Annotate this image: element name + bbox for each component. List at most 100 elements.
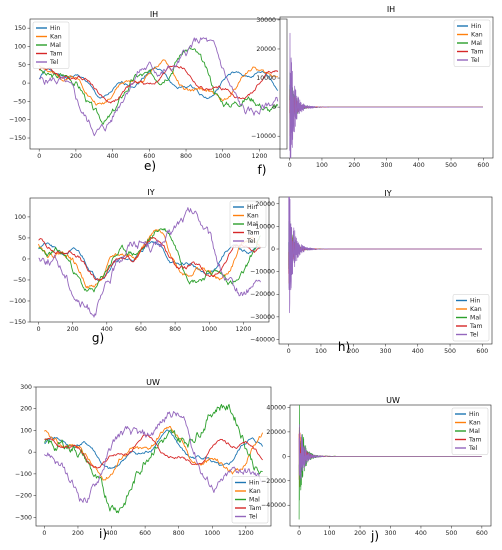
series-line-hin	[288, 230, 482, 273]
x-tick-label: 800	[180, 153, 192, 160]
series-line-tam	[38, 237, 261, 281]
panel-title: IY	[384, 189, 391, 198]
panel-label: f)	[258, 163, 267, 177]
x-tick-label: 300	[381, 162, 393, 169]
x-tick-label: 300	[380, 348, 392, 355]
x-tick-label: 600	[476, 348, 488, 355]
x-tick-label: 500	[446, 530, 458, 537]
y-tick-label: −150	[9, 319, 26, 326]
x-tick-label: 400	[101, 326, 113, 333]
legend-label: Kan	[470, 306, 482, 313]
y-tick-label: 20000	[256, 46, 276, 53]
x-tick-label: 200	[70, 153, 82, 160]
panel-label: h)	[338, 340, 350, 354]
panel-f: IH 0 100 200 300 400 500 600 −10000 0 10000 20000 3…	[251, 5, 494, 177]
series-line-tam	[38, 65, 279, 104]
x-tick-label: 200	[72, 530, 84, 537]
legend-label: Kan	[247, 213, 259, 220]
y-tick-label: −50	[13, 277, 26, 284]
series-line-tel	[39, 37, 279, 137]
series-line-hin	[38, 240, 261, 282]
series-line-kan	[38, 59, 279, 106]
y-tick-label: −10000	[251, 133, 276, 140]
legend-label: Hin	[471, 23, 481, 30]
panel-label: j)	[370, 529, 379, 543]
series-line-tel	[289, 32, 483, 158]
y-tick-label: −100	[9, 117, 26, 124]
series-line-tel	[288, 197, 482, 314]
y-tick-label: 10000	[255, 223, 275, 230]
panel-title: IH	[150, 10, 158, 19]
panel-title: IH	[387, 5, 395, 14]
y-tick-label: 20000	[266, 429, 286, 436]
axes-frame	[29, 197, 270, 323]
y-tick-label: −200	[15, 493, 32, 500]
series-line-mal	[38, 46, 279, 125]
x-tick-label: 1200	[238, 530, 254, 537]
y-tick-label: −50	[13, 98, 26, 105]
y-tick-label: 100	[14, 43, 26, 50]
x-tick-label: 0	[37, 326, 41, 333]
panel-title: UW	[146, 378, 160, 387]
legend-label: Tel	[248, 514, 258, 521]
series-line-kan	[44, 425, 264, 481]
y-tick-label: 0	[28, 449, 32, 456]
plot-area-i: 0 200 400 600 800 1000 1200 −300 −200 −100 0 100 200…	[15, 384, 272, 537]
x-tick-label: 600	[135, 326, 147, 333]
y-tick-label: 0	[271, 246, 275, 253]
y-tick-label: 100	[20, 427, 32, 434]
y-tick-label: 150	[14, 25, 26, 32]
legend-label: Hin	[249, 480, 259, 487]
y-tick-label: −40000	[250, 336, 275, 343]
series-line-mal	[289, 72, 483, 139]
legend-label: Hin	[50, 25, 60, 32]
legend-label: Kan	[249, 488, 261, 495]
series-line-mal	[38, 228, 261, 293]
series-line-kan	[38, 229, 261, 289]
series-line-tam	[44, 434, 263, 469]
legend-label: Mal	[469, 428, 480, 435]
y-tick-label: −30000	[250, 314, 275, 321]
x-tick-label: 500	[444, 348, 456, 355]
plot-area-e: 0 200 400 600 800 1000 1200 −150 −100 −50 0 50 100 15…	[9, 18, 288, 160]
series-line-tam	[288, 219, 482, 278]
x-tick-label: 600	[139, 530, 151, 537]
y-tick-label: −10000	[250, 269, 275, 276]
series-line-kan	[288, 226, 482, 284]
x-tick-label: 0	[287, 348, 291, 355]
y-tick-label: 100	[14, 214, 26, 221]
y-tick-label: 0	[22, 80, 26, 87]
plot-area-g: 0 200 400 600 800 1000 1200 −150 −100 −50 0 50 100 Hi…	[9, 197, 270, 333]
y-tick-label: −40000	[261, 502, 286, 509]
legend-label: Mal	[249, 497, 260, 504]
series-line-mal	[44, 403, 263, 514]
series-line-tel	[44, 411, 263, 503]
legend-label: Mal	[247, 221, 258, 228]
x-tick-label: 0	[42, 530, 46, 537]
series-line-hin	[289, 84, 483, 128]
y-tick-label: −20000	[250, 291, 275, 298]
x-tick-label: 0	[37, 153, 41, 160]
panel-label: e)	[144, 159, 156, 173]
x-tick-label: 200	[67, 326, 79, 333]
x-tick-label: 100	[324, 530, 336, 537]
legend-label: Tel	[49, 59, 59, 66]
series-line-hin	[38, 66, 279, 100]
x-tick-label: 0	[288, 162, 292, 169]
panel-h: IY 0 100 200 300 400 500 600 −40000 −30000 −20000…	[250, 189, 493, 355]
x-tick-label: 100	[316, 162, 328, 169]
legend-label: Mal	[471, 40, 482, 47]
series-line-tel	[298, 424, 482, 481]
legend-label: Tam	[469, 323, 483, 330]
y-tick-label: 0	[282, 453, 286, 460]
x-tick-label: 400	[412, 348, 424, 355]
legend-label: Mal	[470, 315, 481, 322]
legend-label: Kan	[469, 420, 481, 427]
axes-frame	[29, 18, 288, 150]
x-tick-label: 200	[348, 162, 360, 169]
legend-label: Tam	[248, 505, 262, 512]
y-tick-label: −20000	[261, 478, 286, 485]
plot-area-j: 0 100 200 300 400 500 600 −40000 −20000 0 20000 400…	[261, 404, 492, 537]
